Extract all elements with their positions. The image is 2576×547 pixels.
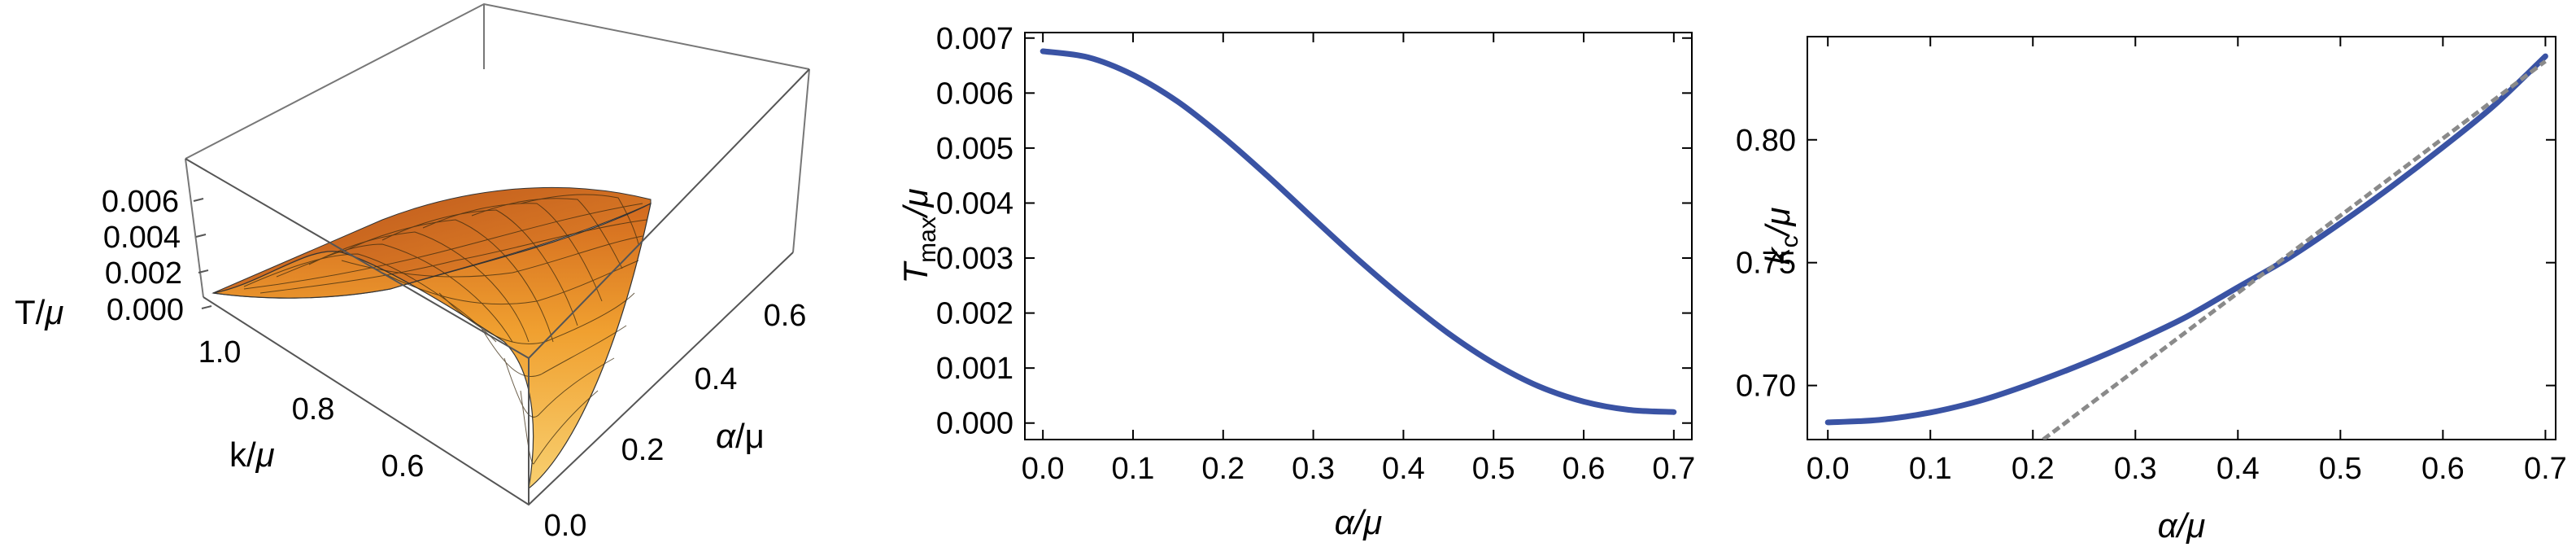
- tmax-y-axis-label: Tmax/μ: [896, 188, 941, 283]
- tmax-x-axis-label: α/μ: [1335, 503, 1383, 541]
- k-axis-label: k/μ: [229, 435, 275, 474]
- kc-asymptote-dashed: [2042, 59, 2547, 440]
- kc-plot-panel: 0.70 0.75 0.80 0.0 0.1 0.2 0.3 0.4 0.5 0.6 0.7 α/…: [1736, 36, 2567, 545]
- box-back-bottom-edges: [185, 2, 810, 160]
- alpha-tick-labels: 0.0 0.2 0.4 0.6: [544, 299, 807, 543]
- box-right-vertical-edge: [792, 68, 810, 253]
- x-tick-label: 0.1: [1909, 452, 1952, 486]
- y-tick-label: 0.006: [936, 77, 1013, 111]
- x-tick-label: 0.2: [2012, 452, 2055, 486]
- y-tick-label: 0.002: [936, 297, 1013, 331]
- y-tick-label: 0.004: [936, 186, 1013, 221]
- x-tick-label: 0.4: [2216, 452, 2260, 486]
- k-tick-label: 1.0: [198, 335, 242, 370]
- surface-mesh: [243, 194, 647, 465]
- x-tick-label: 0.0: [1807, 452, 1850, 486]
- box-left-vertical-edge: [185, 158, 204, 298]
- x-tick-label: 0.6: [2421, 452, 2465, 486]
- alpha-tick-label: 0.6: [764, 299, 807, 333]
- tmax-x-ticks: 0.0 0.1 0.2 0.3 0.4 0.5 0.6 0.7: [1022, 33, 1695, 486]
- z-axis-label: T/μ: [15, 293, 63, 331]
- y-tick-label: 0.005: [936, 132, 1013, 166]
- kc-y-ticks: 0.70 0.75 0.80: [1736, 124, 2556, 404]
- y-tick-label: 0.70: [1736, 370, 1796, 404]
- y-tick-label: 0.000: [936, 407, 1013, 441]
- kc-plot-frame: [1807, 36, 2556, 440]
- tmax-plot-frame: [1024, 32, 1693, 440]
- x-tick-label: 0.3: [2114, 452, 2157, 486]
- x-tick-label: 0.5: [2319, 452, 2362, 486]
- tmax-curve: [1040, 48, 1677, 415]
- tmax-plot-panel: 0.000 0.001 0.002 0.003 0.004 0.005 0.006 0.007…: [896, 22, 1695, 541]
- y-tick-label: 0.001: [936, 352, 1013, 386]
- kc-y-axis-label: kc/μ: [1759, 208, 1803, 265]
- x-tick-label: 0.2: [1201, 452, 1244, 486]
- y-tick-label: 0.007: [936, 22, 1013, 56]
- bounding-box-back: [185, 2, 810, 298]
- x-tick-label: 0.7: [1652, 452, 1695, 486]
- y-tick-label: 0.75: [1736, 247, 1796, 281]
- bounding-box-front: [185, 68, 810, 506]
- z-tick-label: 0.002: [105, 256, 182, 291]
- z-tick-label: 0.006: [102, 185, 179, 219]
- z-tick-label: 0.000: [107, 293, 184, 327]
- y-tick-label: 0.80: [1736, 124, 1796, 158]
- x-tick-label: 0.1: [1112, 452, 1155, 486]
- surface-plot-panel: 0.006 0.004 0.002 0.000 T/μ 1.0 0.8 0.6 …: [15, 2, 810, 543]
- k-tick-label: 0.6: [381, 449, 425, 484]
- box-front-top-edges: [185, 68, 810, 360]
- tmax-y-ticks: 0.000 0.001 0.002 0.003 0.004 0.005 0.006 0.007: [936, 22, 1692, 441]
- x-tick-label: 0.4: [1382, 452, 1425, 486]
- x-tick-label: 0.0: [1022, 452, 1065, 486]
- k-tick-label: 0.8: [292, 392, 335, 427]
- x-tick-label: 0.6: [1563, 452, 1606, 486]
- alpha-tick-label: 0.0: [544, 509, 587, 543]
- kc-x-ticks: 0.0 0.1 0.2 0.3 0.4 0.5 0.6 0.7: [1807, 37, 2567, 486]
- k-tick-labels: 1.0 0.8 0.6: [198, 335, 425, 484]
- x-tick-label: 0.7: [2524, 452, 2567, 486]
- x-tick-label: 0.5: [1472, 452, 1515, 486]
- y-tick-label: 0.003: [936, 242, 1013, 276]
- z-tick-label: 0.004: [103, 221, 181, 255]
- kc-curve: [1824, 53, 2548, 426]
- kc-x-axis-label: α/μ: [2158, 506, 2206, 545]
- alpha-axis-label: α/μ: [716, 417, 765, 455]
- z-tick-marks: [193, 198, 212, 309]
- z-tick-labels: 0.006 0.004 0.002 0.000: [102, 185, 184, 327]
- alpha-tick-label: 0.2: [621, 433, 665, 467]
- alpha-tick-label: 0.4: [695, 362, 738, 396]
- x-tick-label: 0.3: [1292, 452, 1335, 486]
